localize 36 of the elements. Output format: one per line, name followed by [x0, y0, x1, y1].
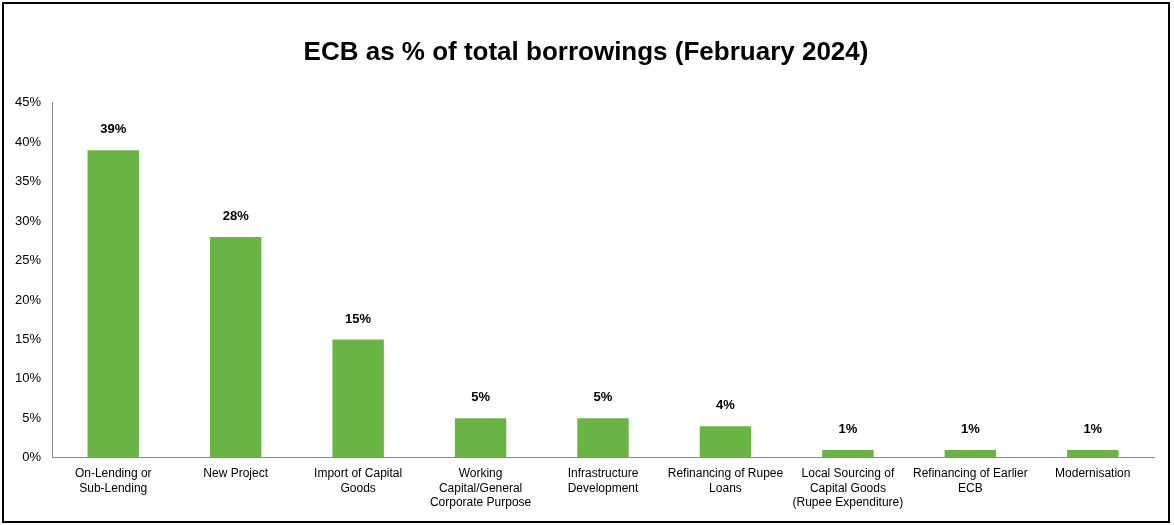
x-tick-label: Import of Capital Goods [314, 466, 403, 495]
x-tick-label: Refinancing of Rupee Loans [667, 466, 784, 495]
data-label: 1% [960, 420, 981, 436]
data-label: 28% [222, 207, 250, 223]
x-tick-label: Working Capital/General Corporate Purpose [429, 466, 532, 510]
bar [577, 418, 629, 458]
bar [332, 339, 384, 458]
data-label: 39% [100, 121, 127, 137]
x-tick-label: Modernisation [1055, 466, 1131, 481]
y-tick-label: 35% [14, 173, 42, 189]
data-label: 1% [838, 420, 858, 436]
data-label: 5% [593, 389, 613, 405]
y-tick-label: 40% [14, 133, 42, 149]
bar [822, 449, 874, 458]
x-tick-label: New Project [203, 466, 269, 481]
y-tick-label: 15% [14, 331, 42, 347]
y-tick-label: 25% [14, 252, 42, 268]
x-tick-label: On-Lending or Sub-Lending [74, 466, 152, 495]
bar [454, 418, 507, 458]
x-tick-label: Local Sourcing of Capital Goods (Rupee Expenditure) [792, 466, 904, 510]
y-tick-label: 30% [14, 212, 42, 228]
bar [87, 150, 139, 458]
data-label: 15% [345, 310, 372, 326]
y-tick-label: 5% [22, 409, 42, 425]
data-label: 1% [1083, 420, 1103, 436]
y-tick-label: 0% [22, 449, 42, 465]
bar [699, 426, 752, 458]
data-label: 4% [716, 397, 736, 413]
data-label: 5% [471, 389, 491, 405]
y-tick-label: 10% [14, 370, 42, 386]
chart-title: ECB as % of total borrowings (February 2024) [302, 36, 870, 67]
x-tick-label: Refinancing of Earlier ECB [912, 466, 1028, 495]
y-tick-label: 20% [14, 291, 42, 307]
y-tick-label: 45% [14, 94, 42, 110]
x-tick-label: Infrastructure Development [567, 466, 640, 495]
bar [209, 236, 262, 458]
